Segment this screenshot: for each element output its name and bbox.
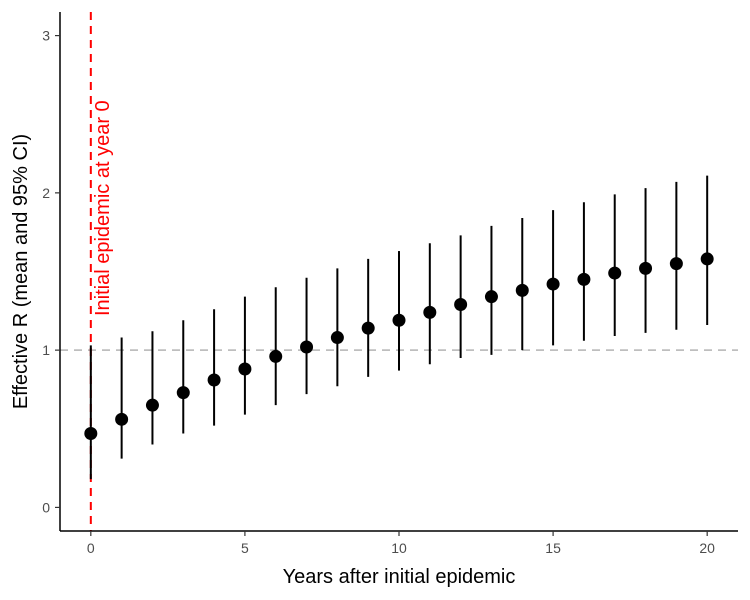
tick-labels: 0 5 10 15 20 0 1 2 3 — [42, 28, 715, 556]
data-point — [546, 277, 560, 291]
data-point — [608, 266, 622, 280]
data-point — [700, 252, 714, 266]
data-point — [484, 290, 498, 304]
y-tick-label: 3 — [42, 28, 50, 44]
x-tick-label: 15 — [545, 540, 561, 556]
x-tick-label: 20 — [699, 540, 715, 556]
y-tick-label: 0 — [42, 499, 50, 515]
data-point — [176, 386, 190, 400]
data-point — [84, 426, 98, 440]
x-tick-label: 5 — [241, 540, 249, 556]
data-point — [454, 298, 468, 312]
axes — [55, 12, 738, 536]
annotation-initial-epidemic: Initial epidemic at year 0 — [92, 100, 114, 316]
data-point — [361, 321, 375, 335]
data-point — [330, 331, 344, 345]
data-point — [207, 373, 221, 387]
data-point — [515, 283, 529, 297]
x-tick-label: 0 — [87, 540, 95, 556]
data-point — [115, 412, 129, 426]
data-point — [423, 305, 437, 319]
x-tick-label: 10 — [391, 540, 407, 556]
data-point — [238, 362, 252, 376]
y-axis-title: Effective R (mean and 95% CI) — [10, 134, 32, 409]
data-point — [639, 261, 653, 275]
data-point — [145, 398, 159, 412]
data-point — [392, 313, 406, 327]
error-bars — [89, 175, 709, 480]
data-point — [300, 340, 314, 354]
data-point — [669, 257, 683, 271]
y-tick-label: 2 — [42, 185, 50, 201]
x-axis-title: Years after initial epidemic — [283, 566, 516, 588]
y-tick-label: 1 — [42, 342, 50, 358]
data-point — [269, 349, 283, 363]
data-point — [577, 272, 591, 286]
data-points — [84, 252, 714, 440]
